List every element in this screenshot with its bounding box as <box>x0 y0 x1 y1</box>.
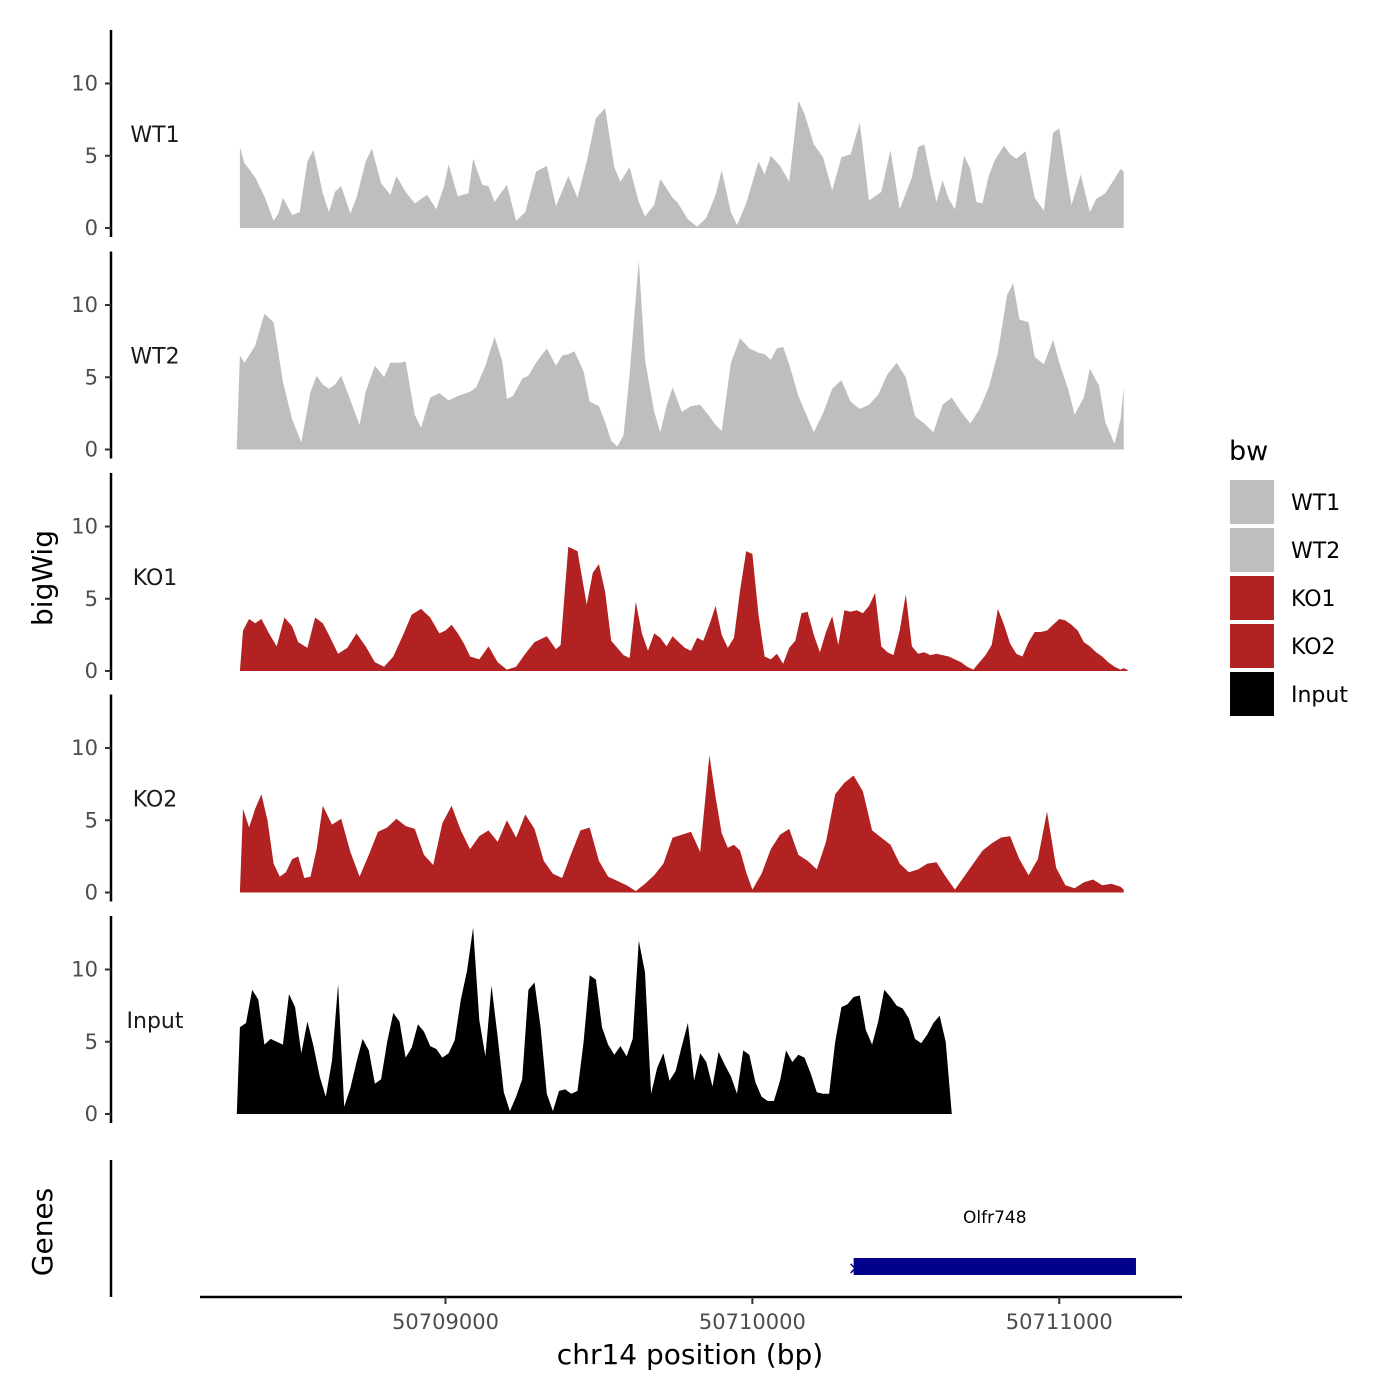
y-tick-label: 5 <box>85 144 98 168</box>
legend-swatch-input <box>1230 672 1274 716</box>
legend-title: bw <box>1229 436 1268 467</box>
coverage-area-wt2 <box>236 260 1124 450</box>
y-tick-label: 0 <box>85 216 98 240</box>
legend-swatch-wt2 <box>1230 528 1274 572</box>
y-tick-label: 5 <box>85 1030 98 1054</box>
y-tick-label: 0 <box>85 659 98 683</box>
y-tick-label: 5 <box>85 365 98 389</box>
track-ko1: 0 5 10 KO1 <box>71 473 1129 683</box>
y-tick-label: 10 <box>71 958 98 982</box>
gene-body <box>853 1258 1136 1275</box>
legend-label-wt1: WT1 <box>1291 491 1340 516</box>
legend: bw WT1 WT2 KO1 KO2 Input <box>1229 436 1348 716</box>
legend-swatch-wt1 <box>1230 480 1274 524</box>
y-axis-title: bigWig <box>26 530 59 626</box>
y-tick-label: 5 <box>85 808 98 832</box>
genes-axis-title: Genes <box>26 1188 59 1276</box>
legend-label-input: Input <box>1291 683 1348 708</box>
track-label: KO2 <box>133 788 178 813</box>
track-label: KO1 <box>133 566 178 591</box>
x-tick-label: 50710000 <box>699 1310 806 1334</box>
x-axis: 50709000 50710000 50711000 <box>200 1295 1182 1334</box>
legend-swatch-ko1 <box>1230 576 1274 620</box>
legend-label-wt2: WT2 <box>1291 539 1340 564</box>
y-tick-label: 0 <box>85 881 98 905</box>
track-ko2: 0 5 10 KO2 <box>71 694 1124 905</box>
genes-panel: × Olfr748 <box>109 1160 1136 1297</box>
y-tick-label: 10 <box>71 72 98 96</box>
y-tick-label: 5 <box>85 587 98 611</box>
track-label: WT2 <box>130 345 179 370</box>
track-wt1: 0 5 10 WT1 <box>71 30 1124 240</box>
x-axis-title: chr14 position (bp) <box>557 1338 823 1371</box>
legend-swatch-ko2 <box>1230 624 1274 668</box>
y-tick-label: 10 <box>71 736 98 760</box>
x-tick-label: 50711000 <box>1006 1310 1113 1334</box>
coverage-area-ko1 <box>239 546 1129 671</box>
legend-label-ko1: KO1 <box>1291 587 1336 612</box>
track-label: WT1 <box>130 123 179 148</box>
coverage-area-input <box>236 927 1124 1114</box>
coverage-area-wt1 <box>239 100 1124 228</box>
y-tick-label: 0 <box>85 438 98 462</box>
track-label: Input <box>127 1009 184 1034</box>
coverage-tracks: 0 5 10 WT1 0 5 10 WT2 0 5 10 KO1 0 5 10 KO2 0 5 10 Input <box>71 30 1129 1126</box>
coverage-area-ko2 <box>239 755 1124 893</box>
legend-label-ko2: KO2 <box>1291 635 1336 660</box>
y-tick-label: 0 <box>85 1102 98 1126</box>
y-tick-label: 10 <box>71 515 98 539</box>
x-tick-label: 50709000 <box>392 1310 499 1334</box>
gene-label: Olfr748 <box>963 1208 1027 1228</box>
y-tick-label: 10 <box>71 293 98 317</box>
track-input: 0 5 10 Input <box>71 916 1124 1126</box>
gene-strand-marker: × <box>848 1258 863 1279</box>
track-wt2: 0 5 10 WT2 <box>71 251 1124 462</box>
